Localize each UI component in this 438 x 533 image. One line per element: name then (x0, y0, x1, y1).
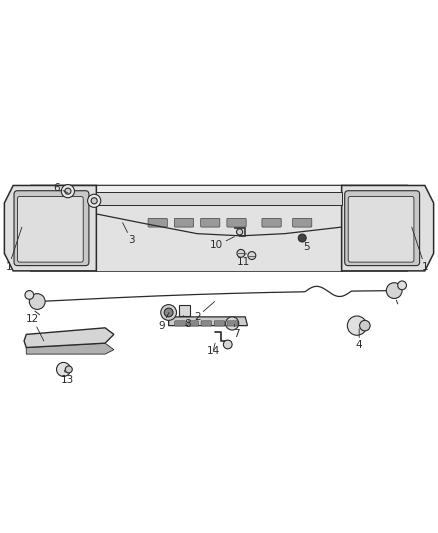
Circle shape (65, 188, 71, 194)
FancyBboxPatch shape (18, 197, 83, 262)
Circle shape (237, 229, 243, 235)
Circle shape (237, 249, 245, 257)
Polygon shape (13, 185, 425, 205)
Circle shape (88, 194, 101, 207)
Circle shape (398, 281, 406, 290)
Polygon shape (96, 192, 342, 205)
Circle shape (57, 362, 71, 376)
Text: 5: 5 (303, 239, 310, 252)
FancyBboxPatch shape (148, 219, 167, 227)
Circle shape (161, 304, 177, 320)
FancyBboxPatch shape (348, 197, 414, 262)
Text: 1: 1 (412, 227, 428, 271)
Text: 11: 11 (237, 253, 250, 267)
Circle shape (164, 308, 173, 317)
Circle shape (386, 282, 402, 298)
FancyBboxPatch shape (227, 219, 246, 227)
Circle shape (226, 317, 239, 330)
FancyBboxPatch shape (175, 321, 185, 326)
FancyBboxPatch shape (174, 219, 194, 227)
Text: 14: 14 (207, 343, 220, 356)
Circle shape (248, 252, 256, 260)
FancyBboxPatch shape (188, 321, 198, 326)
Circle shape (223, 340, 232, 349)
Text: 6: 6 (53, 183, 68, 193)
Polygon shape (342, 185, 434, 271)
Polygon shape (13, 185, 425, 271)
Circle shape (347, 316, 367, 335)
FancyBboxPatch shape (201, 321, 212, 326)
FancyBboxPatch shape (345, 191, 420, 265)
Circle shape (25, 290, 34, 300)
FancyBboxPatch shape (293, 219, 312, 227)
Polygon shape (26, 343, 114, 354)
Circle shape (61, 184, 74, 198)
FancyBboxPatch shape (179, 304, 190, 316)
Circle shape (29, 294, 45, 310)
Polygon shape (169, 317, 247, 326)
Text: 7: 7 (233, 324, 240, 340)
Text: 2: 2 (194, 302, 215, 322)
Text: 4: 4 (356, 329, 363, 350)
Text: 9: 9 (159, 312, 169, 330)
FancyBboxPatch shape (214, 321, 225, 326)
Text: 10: 10 (210, 237, 234, 251)
Circle shape (360, 320, 370, 331)
Circle shape (91, 198, 97, 204)
Text: 12: 12 (26, 314, 44, 341)
FancyBboxPatch shape (262, 219, 281, 227)
Text: 13: 13 (61, 370, 74, 385)
Text: 1: 1 (5, 227, 22, 271)
Polygon shape (96, 185, 342, 271)
Text: 8: 8 (183, 316, 191, 329)
FancyBboxPatch shape (227, 321, 238, 326)
Polygon shape (24, 328, 114, 348)
FancyBboxPatch shape (201, 219, 220, 227)
Circle shape (65, 366, 72, 373)
FancyBboxPatch shape (14, 191, 89, 265)
Circle shape (298, 234, 306, 242)
Polygon shape (4, 185, 96, 271)
Text: 3: 3 (123, 223, 135, 245)
